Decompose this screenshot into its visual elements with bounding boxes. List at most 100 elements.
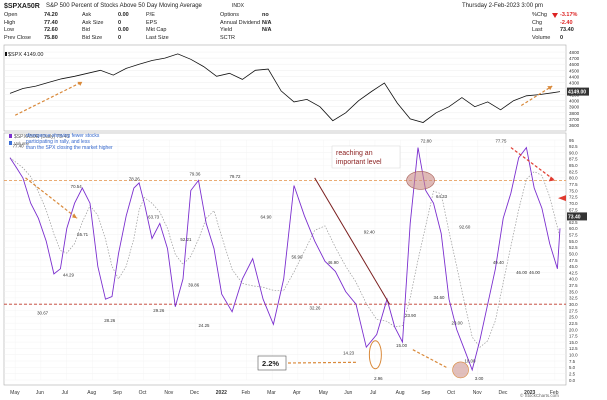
x-tick-label: Dec <box>190 390 199 396</box>
quote-label: Bid Size <box>82 34 103 41</box>
quote-value: -2.40 <box>560 19 573 26</box>
bottom-y-tick-label: 57.5 <box>569 233 578 238</box>
bottom-legend-swatch <box>9 134 12 138</box>
top-y-tick-label: 3800 <box>569 111 580 116</box>
low-circle-1 <box>368 340 382 370</box>
bottom-y-tick-label: 32.5 <box>569 296 578 301</box>
right-decline-arrow <box>510 147 556 181</box>
quote-label: Mkt Cap <box>146 27 167 33</box>
bottom-y-tick-label: 20.0 <box>569 327 578 332</box>
peak-value-label: 92.40 <box>364 229 376 234</box>
top-y-tick-label: 3600 <box>569 123 580 128</box>
x-tick-label: 2023 <box>524 390 535 396</box>
trough-value-label: 3.00 <box>475 376 484 381</box>
bottom-y-tick-label: 7.5 <box>569 359 576 364</box>
important-level-line2: important level <box>336 159 382 166</box>
peak-value-label: 77.75 <box>495 139 507 144</box>
bottom-y-tick-label: 95 <box>569 138 574 143</box>
trough-value-label: 30.67 <box>37 310 49 315</box>
quote-value: 0.00 <box>118 12 129 18</box>
quote-label: Yield <box>220 27 233 33</box>
trough-value-label: 10.00 <box>464 358 476 363</box>
breadth-panel-frame <box>3 132 567 386</box>
bottom-y-tick-label: 67.5 <box>569 207 578 212</box>
quote-value: 0 <box>118 34 122 41</box>
price-panel-frame <box>3 44 567 132</box>
top-right-arrowhead <box>547 86 553 91</box>
bottom-y-tick-label: 45.0 <box>569 264 578 269</box>
trough-value-label: 55.71 <box>77 232 89 237</box>
quote-label: Open <box>4 12 18 18</box>
bottom-y-tick-label: 15.0 <box>569 340 578 345</box>
x-tick-label: May <box>319 390 329 396</box>
quote-label: High <box>4 19 16 26</box>
low-value-box <box>257 355 287 371</box>
quote-value: 72.60 <box>44 27 58 33</box>
watermark: © StockCharts.com <box>520 392 559 398</box>
peak-value-label: 70.54 <box>71 184 83 189</box>
peak-value-label: 56.90 <box>291 255 303 260</box>
spx-price-line <box>9 53 561 123</box>
peak-value-label: 63.73 <box>148 214 160 219</box>
quote-value: 0.00 <box>118 27 129 33</box>
important-level-circle <box>406 171 435 190</box>
bottom-y-tick-label: 87.5 <box>569 157 578 162</box>
trough-value-label: 46.00 <box>529 270 541 275</box>
peak-value-label: 77.40 <box>13 144 25 149</box>
quote-value: N/A <box>262 19 272 26</box>
quote-value: 75.80 <box>44 34 58 41</box>
top-y-tick-label: 4800 <box>569 50 580 55</box>
peak-value-label: 79.36 <box>189 171 201 176</box>
chart-date: Thursday 2-Feb-2023 3:00 pm <box>462 3 544 9</box>
x-tick-label: Jul <box>370 390 376 396</box>
x-tick-label: Aug <box>87 390 96 396</box>
trough-value-label: 24.25 <box>198 323 210 328</box>
peak-value-label: 46.90 <box>328 260 340 265</box>
bottom-y-tick-label: 85.0 <box>569 163 578 168</box>
x-tick-label: Dec <box>498 390 507 396</box>
quote-label: Last Size <box>146 34 169 41</box>
chart-description: S&P 500 Percent of Stocks Above 50 Day M… <box>46 3 202 9</box>
bottom-y-tick-label: 35.0 <box>569 289 578 294</box>
bottom-y-tick-label: 62.5 <box>569 220 578 225</box>
bottom-y-tick-label: 12.5 <box>569 346 578 351</box>
top-last-value-tag <box>567 87 589 96</box>
trough-value-label: 34.60 <box>433 295 445 300</box>
bottom-y-tick-label: 72.5 <box>569 195 578 200</box>
quote-label: %Chg <box>532 12 547 18</box>
top-left-arrow <box>14 81 83 116</box>
right-decline-arrowhead <box>548 176 555 182</box>
top-y-tick-label: 4000 <box>569 99 580 104</box>
quote-value: 0 <box>560 34 564 41</box>
volume-legend-label: Volume <box>14 141 30 146</box>
quote-value: 73.40 <box>560 27 574 33</box>
top-y-tick-label: 3900 <box>569 105 580 110</box>
peak-value-label: 64.33 <box>436 194 448 199</box>
low-circle-arrow <box>412 349 447 368</box>
bottom-y-tick-label: 5.0 <box>569 365 576 370</box>
quote-label: P/E <box>146 12 155 18</box>
x-tick-label: Oct <box>447 390 455 396</box>
top-y-tick-label: 3700 <box>569 117 580 122</box>
trough-value-label: 28.26 <box>104 318 116 323</box>
top-y-tick-label: 4300 <box>569 80 580 85</box>
bottom-y-tick-label: 77.5 <box>569 182 578 187</box>
bottom-y-tick-label: 42.5 <box>569 270 578 275</box>
bottom-y-tick-label: 80.0 <box>569 176 578 181</box>
top-left-arrowhead <box>77 81 83 86</box>
quote-label: Low <box>4 27 15 33</box>
x-tick-label: Nov <box>473 390 482 396</box>
x-tick-label: Aug <box>396 390 405 396</box>
top-y-tick-label: 4600 <box>569 62 580 67</box>
peak-value-label: 64.90 <box>260 214 272 219</box>
bottom-y-tick-label: 75.0 <box>569 188 578 193</box>
bottom-y-tick-label: 37.5 <box>569 283 578 288</box>
bottom-y-tick-label: 0.0 <box>569 378 576 383</box>
quote-label: Last <box>532 27 543 33</box>
quote-label: Prev Close <box>4 34 31 41</box>
important-level-box <box>331 145 401 169</box>
divergence-arrow <box>25 177 78 219</box>
breadth-line <box>9 146 561 372</box>
